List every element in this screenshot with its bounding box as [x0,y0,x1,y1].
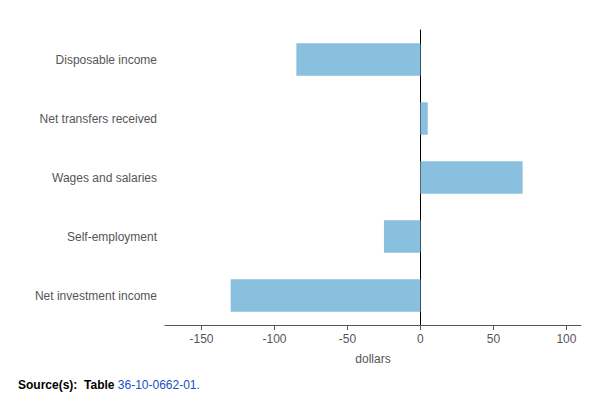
svg-text:Net transfers received: Net transfers received [40,112,157,126]
svg-text:Wages and salaries: Wages and salaries [52,171,157,185]
svg-text:-100: -100 [262,332,286,346]
svg-text:Self-employment: Self-employment [67,230,158,244]
svg-text:36-10-0662-01.: 36-10-0662-01. [118,378,200,392]
svg-text:0: 0 [417,332,424,346]
svg-text:-50: -50 [339,332,357,346]
svg-text:dollars: dollars [355,352,390,366]
svg-text:100: 100 [556,332,576,346]
svg-text:Source(s): Table: Source(s): Table [18,378,115,392]
svg-text:-150: -150 [189,332,213,346]
svg-text:Net investment income: Net investment income [35,289,157,303]
svg-text:Disposable income: Disposable income [56,53,158,67]
svg-text:50: 50 [487,332,501,346]
